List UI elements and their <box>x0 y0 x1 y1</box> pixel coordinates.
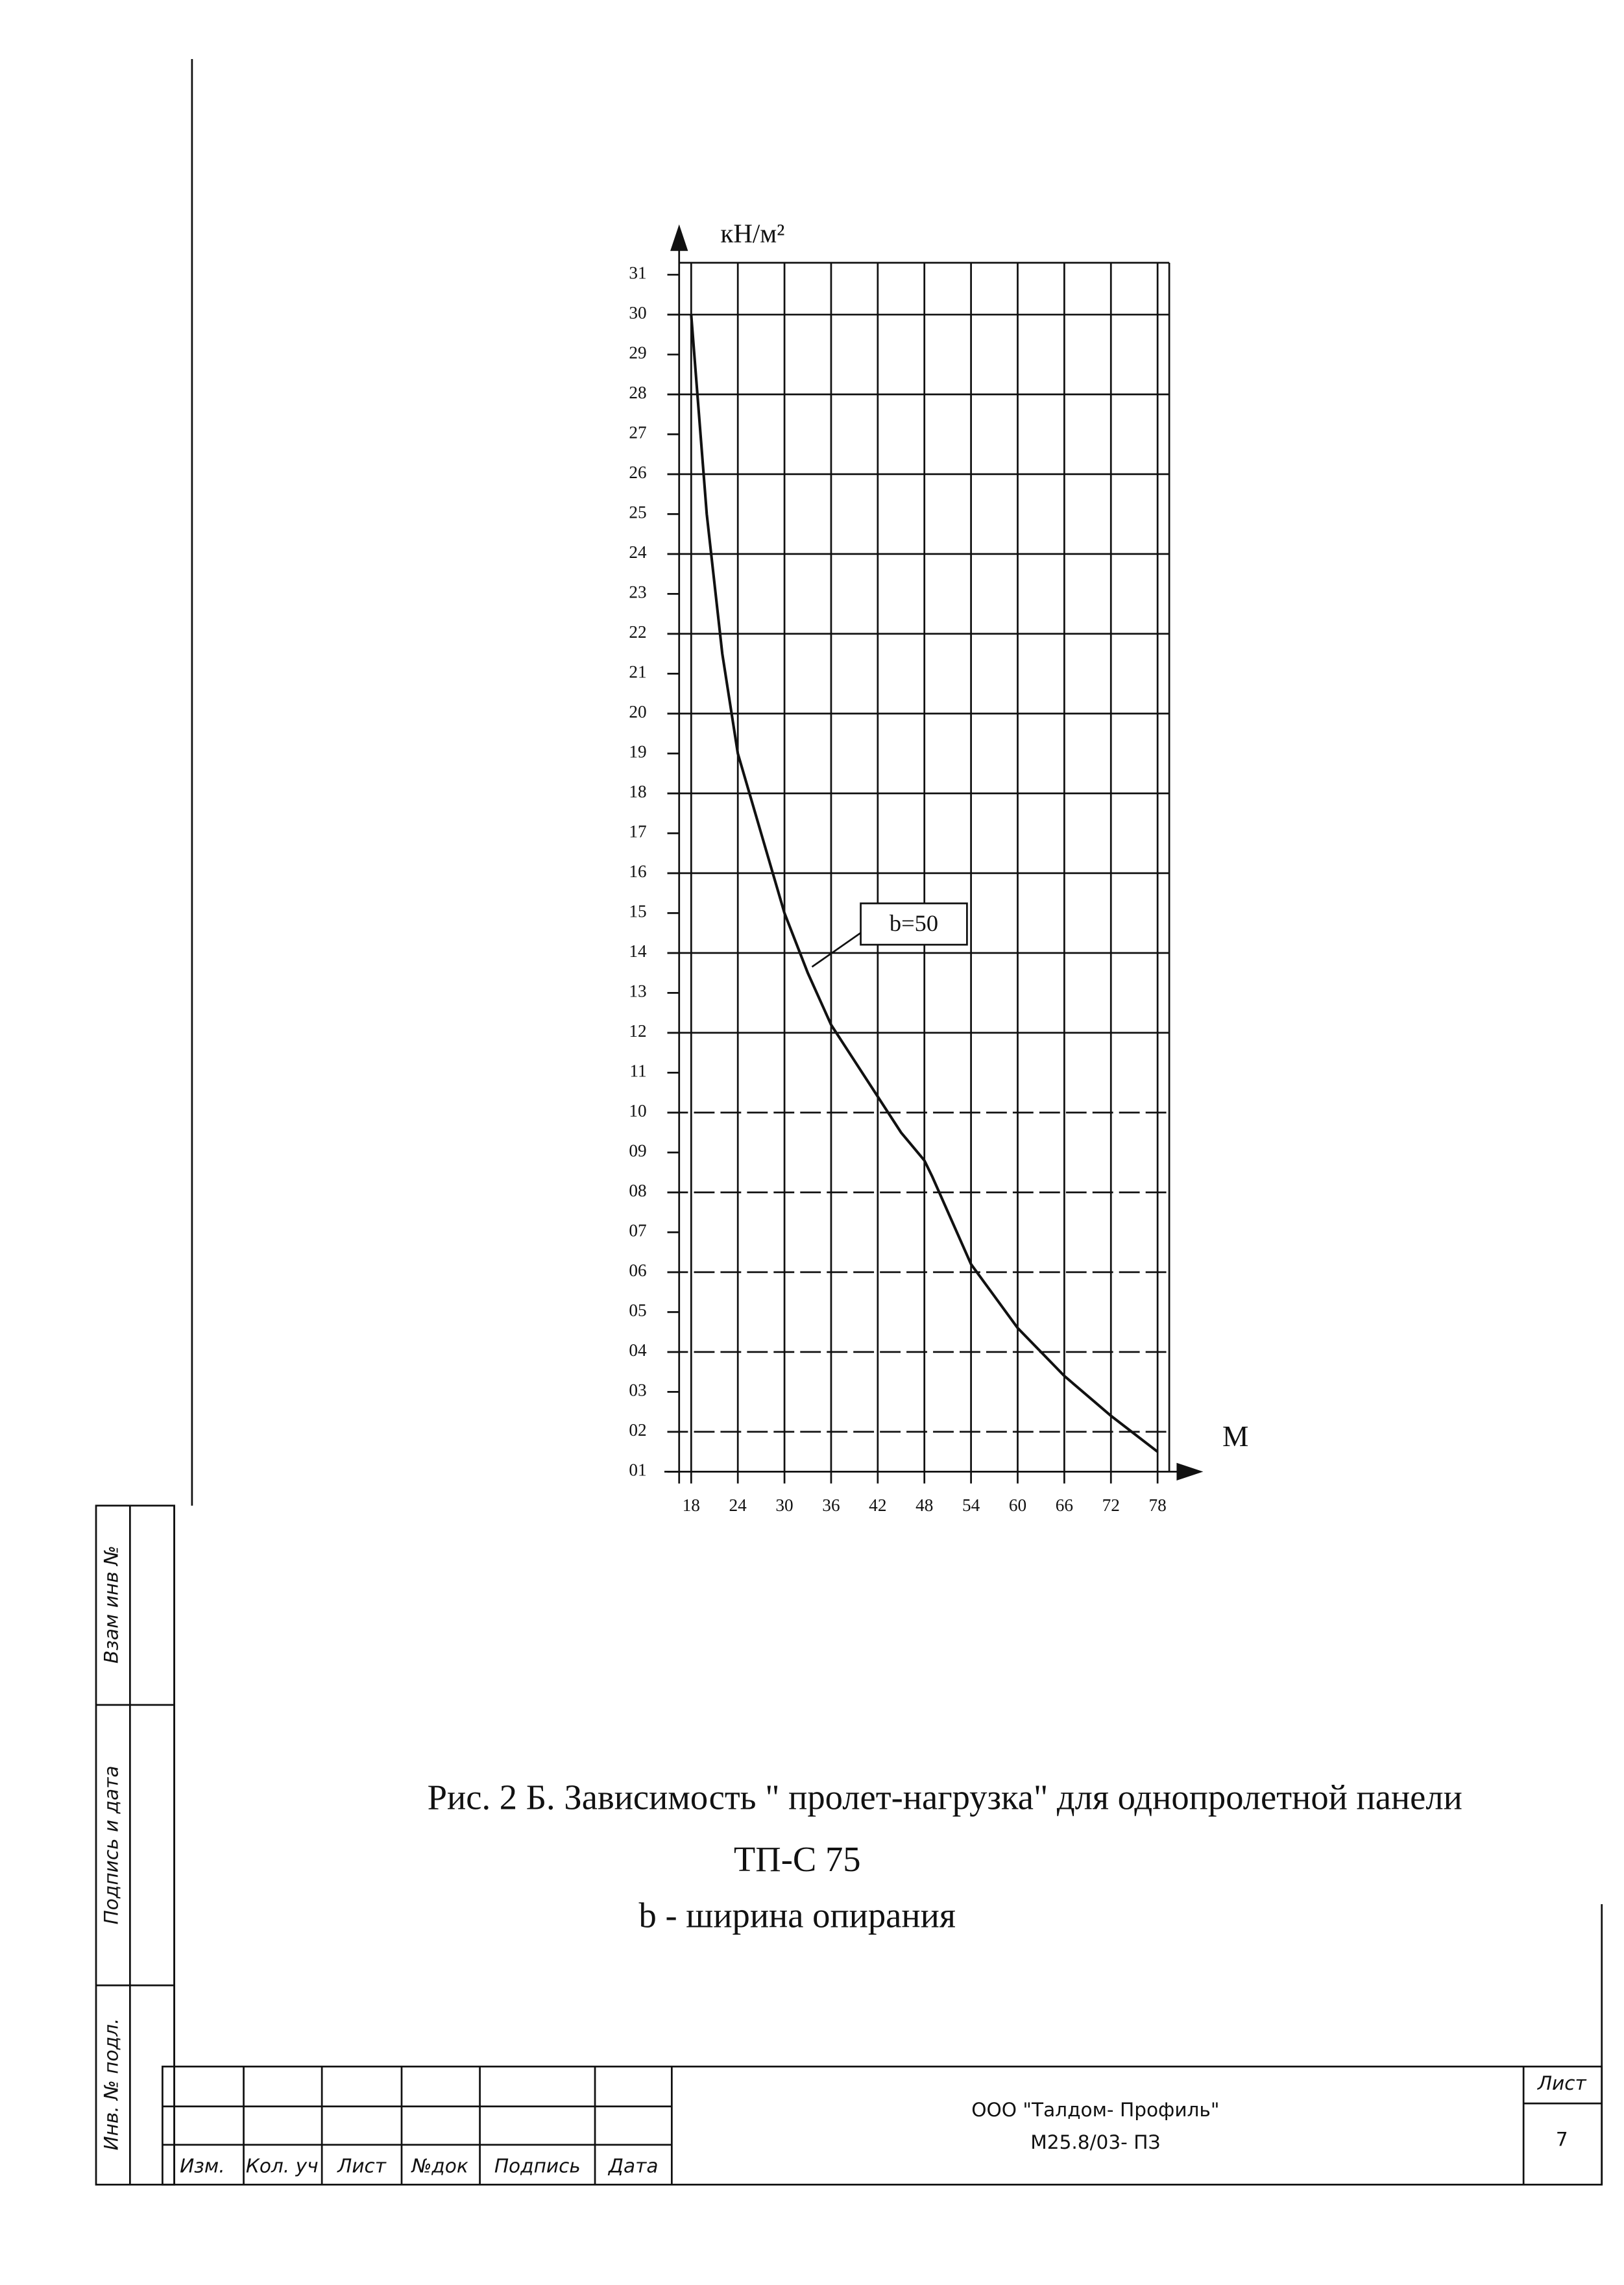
x-tick-label: 24 <box>729 1495 747 1515</box>
y-tick-label: 19 <box>629 742 646 762</box>
leader-line <box>811 932 862 968</box>
y-tick-label: 13 <box>629 982 646 1001</box>
y-tick-label: 12 <box>629 1021 646 1041</box>
x-arrow <box>1176 1462 1204 1481</box>
tb-sheet-label: Лист <box>1537 2072 1587 2094</box>
x-tick-label: 54 <box>962 1495 980 1515</box>
y-tick-label: 04 <box>629 1340 647 1360</box>
y-tick-label: 31 <box>629 263 646 283</box>
y-tick-label: 08 <box>629 1181 646 1200</box>
tb-code: М25.8/03- ПЗ <box>1030 2131 1160 2153</box>
caption: Рис. 2 Б. Зависимость " пролет-нагрузка"… <box>428 1777 1462 1817</box>
y-tick-label: 06 <box>629 1261 646 1280</box>
x-tick-label: 48 <box>915 1495 933 1515</box>
y-tick-label: 21 <box>629 662 646 682</box>
y-tick-label: 22 <box>629 622 646 642</box>
caption: ТП-С 75 <box>734 1839 861 1879</box>
x-tick-label: 60 <box>1009 1495 1026 1515</box>
title-block <box>162 2065 1603 2186</box>
y-tick-label: 29 <box>629 343 646 363</box>
x-tick-label: 66 <box>1056 1495 1073 1515</box>
y-tick-label: 18 <box>629 782 646 801</box>
x-tick-label: 78 <box>1148 1495 1166 1515</box>
series-label: b=50 <box>890 910 938 936</box>
x-tick-label: 72 <box>1102 1495 1120 1515</box>
y-tick-label: 07 <box>629 1221 646 1240</box>
series-line <box>690 314 1159 1453</box>
y-tick-label: 02 <box>629 1420 646 1440</box>
label-box <box>860 902 968 946</box>
tb-col: Изм. <box>180 2155 225 2177</box>
y-tick-label: 17 <box>629 822 646 841</box>
y-tick-label: 01 <box>629 1460 646 1480</box>
tb-col: Дата <box>607 2155 659 2177</box>
y-axis-label: кН/м² <box>720 219 784 248</box>
tb-sheet: 7 <box>1556 2129 1568 2151</box>
side-stamp <box>95 1505 175 2186</box>
chart: кН/м² М 01 02 03 04 05 06 07 08 09 10 11 12 13 14 15 16… <box>629 219 1248 1515</box>
y-tick-label: 03 <box>629 1381 646 1400</box>
y-tick-label: 15 <box>629 902 646 921</box>
y-tick-label: 09 <box>629 1141 646 1161</box>
stamp-text: Взам инв № <box>101 1545 123 1663</box>
y-tick-label: 10 <box>629 1101 646 1120</box>
y-tick-label: 16 <box>629 862 646 881</box>
tb-col: №док <box>411 2155 468 2177</box>
stamp-text: Подпись и дата <box>101 1766 123 1925</box>
tb-col: Подпись <box>494 2155 581 2177</box>
y-tick-label: 30 <box>629 303 646 322</box>
x-tick-label: 36 <box>822 1495 840 1515</box>
y-tick-label: 27 <box>629 423 646 442</box>
y-tick-label: 11 <box>629 1061 646 1081</box>
stamp-text: Инв. № подл. <box>101 2018 123 2151</box>
tb-col: Кол. уч <box>246 2155 319 2177</box>
x-tick-label: 30 <box>775 1495 793 1515</box>
tb-col: Лист <box>337 2155 387 2177</box>
x-tick-label: 18 <box>683 1495 700 1515</box>
y-tick-label: 23 <box>629 583 646 602</box>
tb-org: ООО "Талдом- Профиль" <box>971 2099 1219 2121</box>
y-tick-label: 14 <box>629 941 647 961</box>
y-tick-label: 25 <box>629 503 646 522</box>
y-tick-label: 26 <box>629 463 646 482</box>
x-axis-label: М <box>1222 1420 1248 1453</box>
y-tick-label: 28 <box>629 383 646 402</box>
y-tick-label: 05 <box>629 1301 646 1320</box>
x-tick-label: 42 <box>869 1495 886 1515</box>
y-tick-label: 20 <box>629 702 646 721</box>
y-tick-label: 24 <box>629 542 647 562</box>
caption: b - ширина опирания <box>639 1895 956 1935</box>
